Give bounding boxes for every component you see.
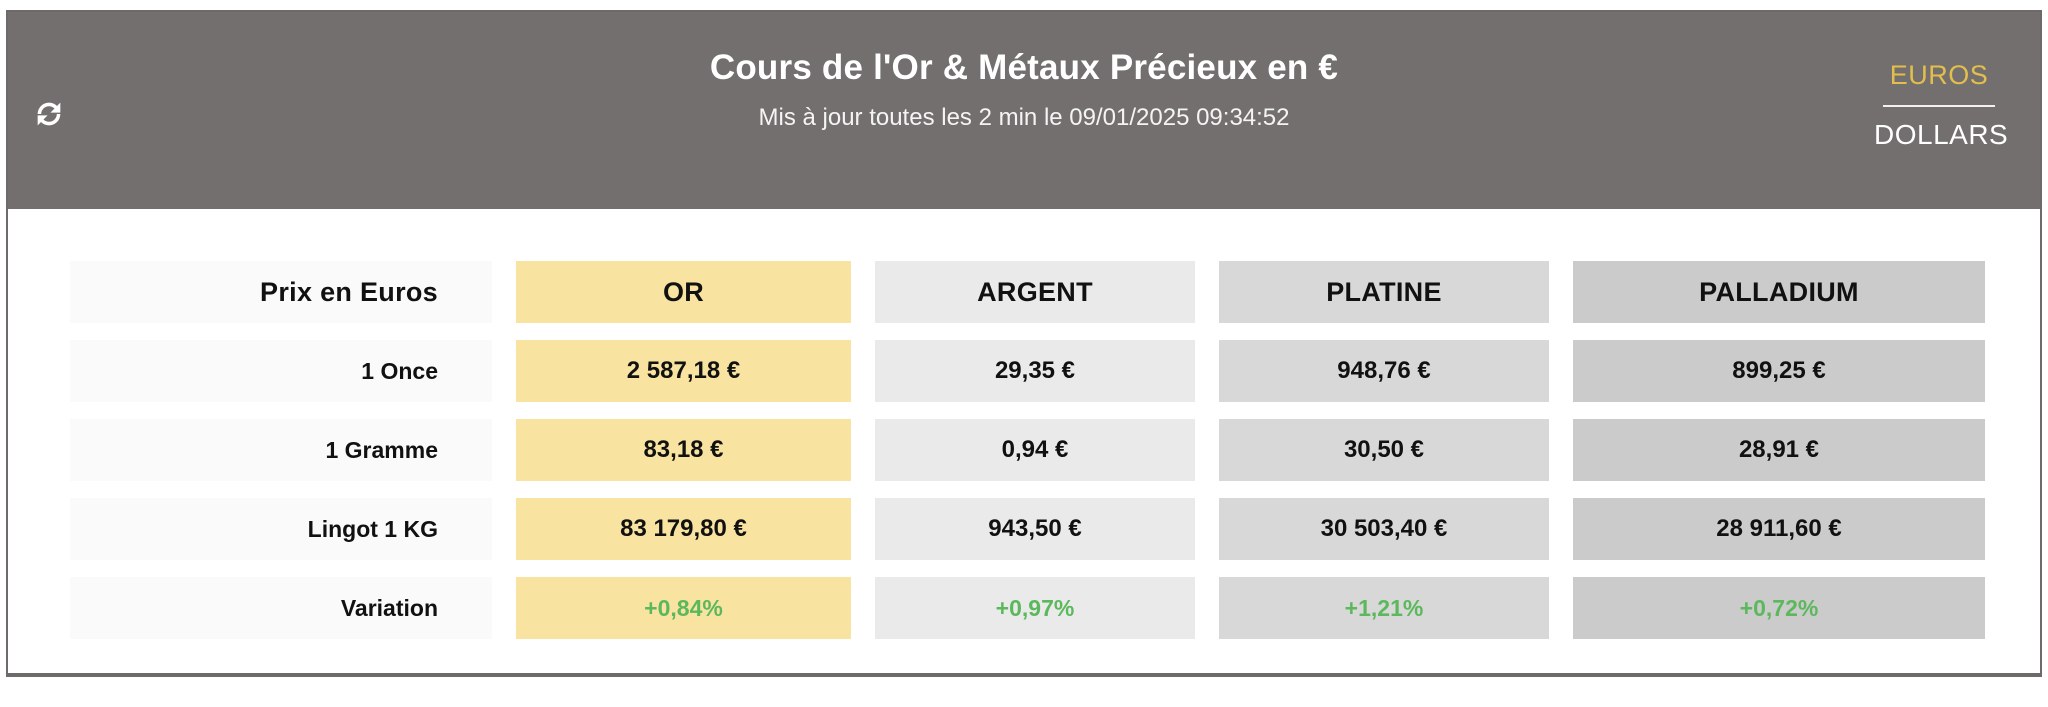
column-header-argent: ARGENT xyxy=(875,261,1195,323)
gold-price-widget: Cours de l'Or & Métaux Précieux en € Mis… xyxy=(6,10,2042,677)
price-cell-platine-once: 948,76 € xyxy=(1219,340,1549,402)
column-header-platine: PLATINE xyxy=(1219,261,1549,323)
row-label-lingot: Lingot 1 KG xyxy=(70,498,492,560)
price-cell-or-lingot: 83 179,80 € xyxy=(516,498,851,560)
widget-header: Cours de l'Or & Métaux Précieux en € Mis… xyxy=(8,12,2040,209)
price-cell-palladium-lingot: 28 911,60 € xyxy=(1573,498,1985,560)
price-cell-or-gramme: 83,18 € xyxy=(516,419,851,481)
row-label-gramme: 1 Gramme xyxy=(70,419,492,481)
refresh-icon xyxy=(32,97,68,131)
refresh-button[interactable] xyxy=(32,96,68,132)
variation-cell-palladium: +0,72% xyxy=(1573,577,1985,639)
currency-divider xyxy=(1883,105,1995,107)
price-cell-argent-once: 29,35 € xyxy=(875,340,1195,402)
currency-toggle-dollars[interactable]: DOLLARS xyxy=(1874,107,2008,151)
variation-cell-platine: +1,21% xyxy=(1219,577,1549,639)
currency-toggle-euros[interactable]: EUROS xyxy=(1874,60,2004,105)
column-header-palladium: PALLADIUM xyxy=(1573,261,1985,323)
row-label-once: 1 Once xyxy=(70,340,492,402)
price-cell-argent-lingot: 943,50 € xyxy=(875,498,1195,560)
price-cell-palladium-gramme: 28,91 € xyxy=(1573,419,1985,481)
corner-header: Prix en Euros xyxy=(70,261,492,323)
price-cell-palladium-once: 899,25 € xyxy=(1573,340,1985,402)
variation-cell-argent: +0,97% xyxy=(875,577,1195,639)
price-cell-platine-gramme: 30,50 € xyxy=(1219,419,1549,481)
price-cell-platine-lingot: 30 503,40 € xyxy=(1219,498,1549,560)
price-cell-argent-gramme: 0,94 € xyxy=(875,419,1195,481)
price-cell-or-once: 2 587,18 € xyxy=(516,340,851,402)
page-title: Cours de l'Or & Métaux Précieux en € xyxy=(709,48,1339,87)
update-timestamp: Mis à jour toutes les 2 min le 09/01/202… xyxy=(758,104,1290,131)
currency-toggle: EUROS DOLLARS xyxy=(1874,60,2008,151)
row-label-variation: Variation xyxy=(70,577,492,639)
variation-cell-or: +0,84% xyxy=(516,577,851,639)
column-header-or: OR xyxy=(516,261,851,323)
price-table: Prix en Euros OR ARGENT PLATINE PALLADIU… xyxy=(70,261,2040,639)
